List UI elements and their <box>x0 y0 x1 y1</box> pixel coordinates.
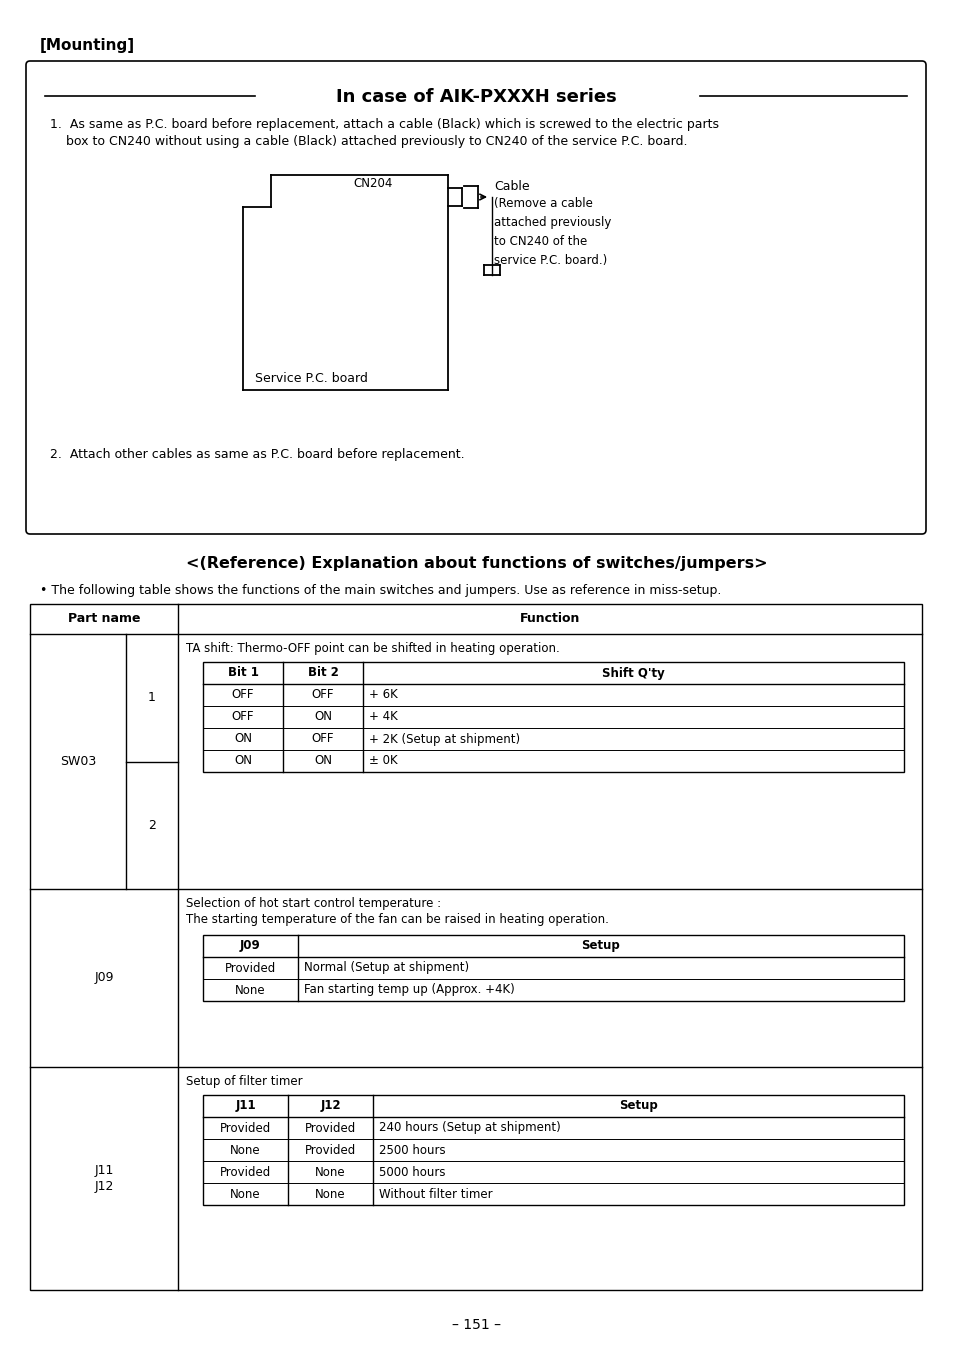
Text: None: None <box>235 984 266 996</box>
Text: Provided: Provided <box>219 1166 271 1178</box>
Text: [Mounting]: [Mounting] <box>40 38 135 53</box>
Text: Bit 2: Bit 2 <box>307 666 338 679</box>
Bar <box>30 604 921 1290</box>
Text: J11: J11 <box>235 1100 255 1112</box>
Text: J11: J11 <box>94 1165 113 1177</box>
Text: box to CN240 without using a cable (Black) attached previously to CN240 of the s: box to CN240 without using a cable (Blac… <box>50 135 687 148</box>
Text: None: None <box>230 1188 260 1201</box>
Text: ON: ON <box>233 732 252 745</box>
Text: 240 hours (Setup at shipment): 240 hours (Setup at shipment) <box>378 1122 560 1135</box>
Bar <box>203 936 903 1002</box>
Text: Without filter timer: Without filter timer <box>378 1188 492 1201</box>
Text: The starting temperature of the fan can be raised in heating operation.: The starting temperature of the fan can … <box>186 913 608 926</box>
Text: 2: 2 <box>148 818 155 832</box>
Text: ON: ON <box>314 710 332 724</box>
Text: J09: J09 <box>240 940 260 953</box>
Text: <(Reference) Explanation about functions of switches/jumpers>: <(Reference) Explanation about functions… <box>186 555 767 572</box>
Text: None: None <box>230 1143 260 1157</box>
Text: Bit 1: Bit 1 <box>228 666 258 679</box>
Text: Provided: Provided <box>225 961 275 975</box>
Text: OFF: OFF <box>232 689 254 701</box>
Text: + 4K: + 4K <box>369 710 397 724</box>
Text: 1: 1 <box>148 692 155 704</box>
Text: ± 0K: ± 0K <box>369 755 397 767</box>
Text: OFF: OFF <box>312 732 334 745</box>
Text: Normal (Setup at shipment): Normal (Setup at shipment) <box>304 961 469 975</box>
Text: OFF: OFF <box>312 689 334 701</box>
Text: 1.  As same as P.C. board before replacement, attach a cable (Black) which is sc: 1. As same as P.C. board before replacem… <box>50 119 719 131</box>
Text: ON: ON <box>314 755 332 767</box>
Text: J12: J12 <box>94 1180 113 1193</box>
Bar <box>203 662 903 772</box>
Text: Selection of hot start control temperature :: Selection of hot start control temperatu… <box>186 896 440 910</box>
Text: Setup: Setup <box>581 940 619 953</box>
Text: + 6K: + 6K <box>369 689 397 701</box>
Text: None: None <box>314 1166 345 1178</box>
Text: Part name: Part name <box>68 612 140 625</box>
Text: Shift Q'ty: Shift Q'ty <box>601 666 664 679</box>
Text: 2.  Attach other cables as same as P.C. board before replacement.: 2. Attach other cables as same as P.C. b… <box>50 448 464 461</box>
Text: Setup: Setup <box>618 1100 658 1112</box>
Text: Fan starting temp up (Approx. +4K): Fan starting temp up (Approx. +4K) <box>304 984 515 996</box>
Text: Setup of filter timer: Setup of filter timer <box>186 1074 302 1088</box>
Text: Provided: Provided <box>305 1143 355 1157</box>
Text: J09: J09 <box>94 972 113 984</box>
Text: • The following table shows the functions of the main switches and jumpers. Use : • The following table shows the function… <box>40 584 720 597</box>
Text: (Remove a cable
attached previously
to CN240 of the
service P.C. board.): (Remove a cable attached previously to C… <box>494 197 611 267</box>
Text: – 151 –: – 151 – <box>452 1318 501 1332</box>
Text: In case of AIK-PXXXH series: In case of AIK-PXXXH series <box>335 88 616 106</box>
Text: + 2K (Setup at shipment): + 2K (Setup at shipment) <box>369 732 519 745</box>
Text: Provided: Provided <box>305 1122 355 1135</box>
Text: Provided: Provided <box>219 1122 271 1135</box>
Text: OFF: OFF <box>232 710 254 724</box>
Text: CN204: CN204 <box>353 177 392 190</box>
Text: J12: J12 <box>320 1100 340 1112</box>
Text: None: None <box>314 1188 345 1201</box>
Bar <box>203 1095 903 1205</box>
Text: TA shift: Thermo-OFF point can be shifted in heating operation.: TA shift: Thermo-OFF point can be shifte… <box>186 642 559 655</box>
Text: SW03: SW03 <box>60 755 96 768</box>
Text: 2500 hours: 2500 hours <box>378 1143 445 1157</box>
Text: Cable: Cable <box>494 181 529 193</box>
Text: ON: ON <box>233 755 252 767</box>
Text: Service P.C. board: Service P.C. board <box>254 372 368 386</box>
Text: 5000 hours: 5000 hours <box>378 1166 445 1178</box>
Text: Function: Function <box>519 612 579 625</box>
FancyBboxPatch shape <box>26 61 925 534</box>
